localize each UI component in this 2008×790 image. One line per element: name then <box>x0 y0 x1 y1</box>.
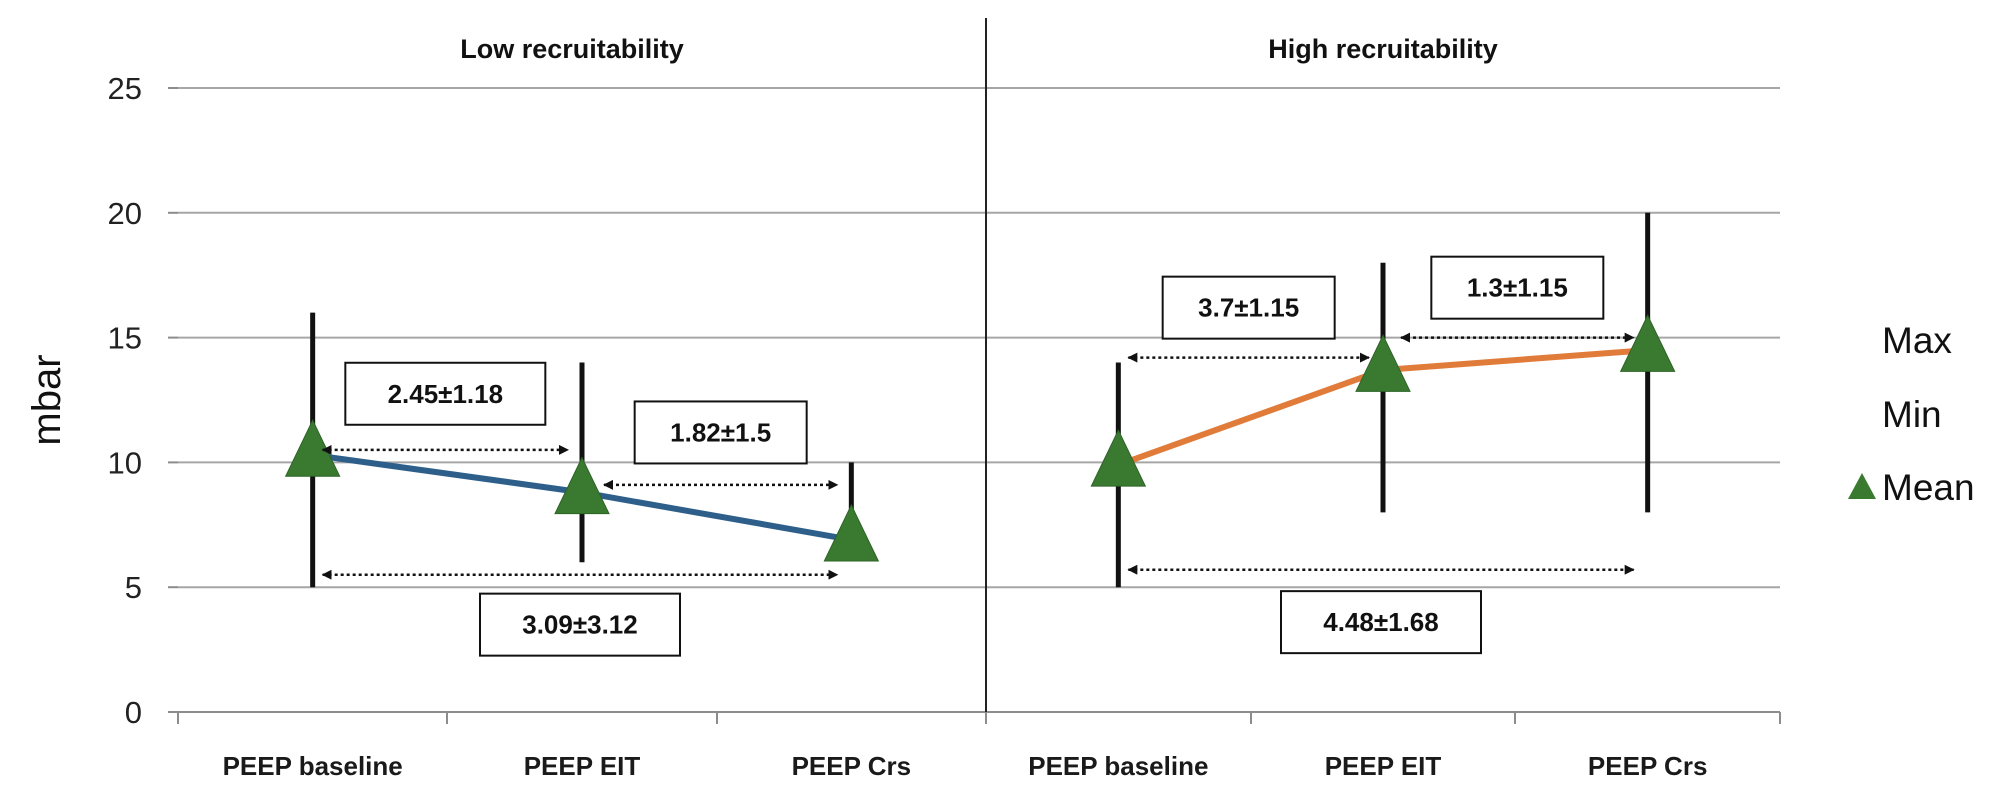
mean-marker <box>1090 429 1147 487</box>
x-category-label: PEEP baseline <box>1028 751 1208 781</box>
y-tick-label: 10 <box>108 445 142 480</box>
difference-label: 4.48±1.68 <box>1323 607 1438 637</box>
y-tick-label: 15 <box>108 321 142 356</box>
mean-marker <box>554 456 610 515</box>
mean-marker <box>1355 334 1411 392</box>
y-tick-label: 20 <box>108 196 142 231</box>
difference-box <box>1280 590 1482 655</box>
difference-box <box>1430 255 1605 320</box>
mean-marker <box>284 419 341 477</box>
y-tick-label: 0 <box>125 695 142 730</box>
legend-mean-marker <box>1848 473 1876 499</box>
panel-title: Low recruitability <box>460 34 684 64</box>
mean-marker <box>1619 314 1676 372</box>
difference-box <box>633 400 808 465</box>
annotation-layer: 2.45±1.18 1.82±1.5 3.09±3.12 3.7±1.15 1.3±1.… <box>321 255 1635 657</box>
legend-label: Max <box>1882 320 1952 361</box>
grid-layer <box>178 87 1780 589</box>
x-category-label: PEEP EIT <box>1325 751 1442 781</box>
x-category-label: PEEP baseline <box>223 751 403 781</box>
difference-box <box>479 592 681 657</box>
legend-layer: Max Min Mean <box>1848 320 1975 508</box>
difference-label: 1.82±1.5 <box>670 417 771 447</box>
x-category-label: PEEP Crs <box>792 751 911 781</box>
difference-box <box>344 361 547 426</box>
legend-label: Mean <box>1882 467 1975 508</box>
axis-layer: 0 5 10 15 20 25 mbar Low recruitability PEEP bas… <box>25 18 1781 781</box>
difference-label: 3.7±1.15 <box>1198 293 1299 323</box>
difference-label: 1.3±1.15 <box>1467 273 1568 303</box>
difference-box <box>1161 275 1336 340</box>
mean-marker <box>823 503 880 562</box>
difference-label: 3.09±3.12 <box>522 610 637 640</box>
y-tick-label: 5 <box>125 570 142 605</box>
marker-layer <box>284 314 1676 562</box>
x-category-label: PEEP Crs <box>1588 751 1707 781</box>
difference-label: 2.45±1.18 <box>388 379 503 409</box>
legend-label: Min <box>1882 394 1942 435</box>
y-axis-title: mbar <box>25 354 69 445</box>
panel-title: High recruitability <box>1268 34 1498 64</box>
x-category-label: PEEP EIT <box>524 751 641 781</box>
y-tick-label: 25 <box>108 71 142 106</box>
